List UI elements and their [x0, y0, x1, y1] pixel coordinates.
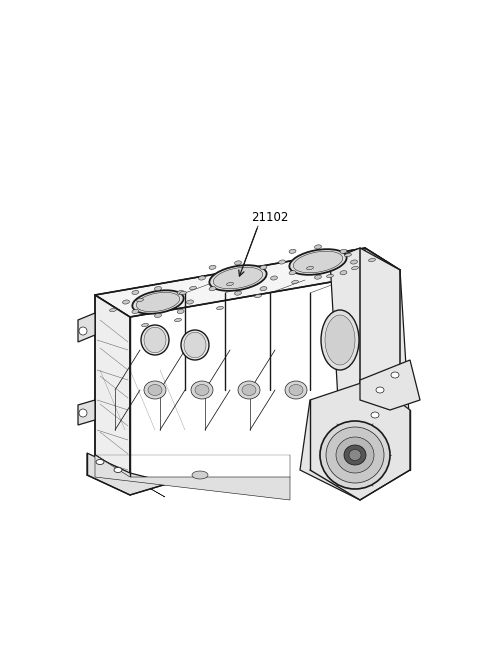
Ellipse shape	[209, 287, 216, 291]
Ellipse shape	[321, 310, 359, 370]
Ellipse shape	[181, 330, 209, 360]
Ellipse shape	[144, 381, 166, 399]
Polygon shape	[95, 295, 130, 477]
Ellipse shape	[235, 291, 241, 295]
Ellipse shape	[325, 315, 355, 365]
Ellipse shape	[340, 271, 347, 275]
Ellipse shape	[307, 266, 313, 270]
Ellipse shape	[148, 384, 162, 396]
Ellipse shape	[285, 381, 307, 399]
Ellipse shape	[175, 318, 181, 321]
Polygon shape	[330, 248, 410, 455]
Ellipse shape	[199, 276, 205, 280]
Ellipse shape	[216, 306, 224, 310]
Ellipse shape	[314, 275, 322, 279]
Ellipse shape	[142, 323, 148, 327]
Polygon shape	[360, 360, 420, 410]
Ellipse shape	[242, 384, 256, 396]
Ellipse shape	[96, 459, 104, 464]
Ellipse shape	[289, 249, 296, 253]
Ellipse shape	[190, 287, 196, 289]
Ellipse shape	[326, 427, 384, 483]
Ellipse shape	[314, 245, 322, 249]
Ellipse shape	[391, 372, 399, 378]
Ellipse shape	[278, 260, 286, 264]
Ellipse shape	[122, 300, 130, 304]
Polygon shape	[78, 400, 95, 425]
Polygon shape	[95, 455, 290, 500]
Ellipse shape	[260, 265, 267, 270]
Ellipse shape	[349, 449, 361, 461]
Ellipse shape	[191, 381, 213, 399]
Polygon shape	[365, 248, 400, 415]
Ellipse shape	[136, 293, 180, 312]
Ellipse shape	[350, 260, 358, 264]
Ellipse shape	[289, 384, 303, 396]
Ellipse shape	[369, 258, 375, 262]
Ellipse shape	[254, 295, 262, 298]
Ellipse shape	[187, 300, 193, 304]
Ellipse shape	[155, 287, 161, 291]
Ellipse shape	[109, 308, 117, 312]
Ellipse shape	[155, 314, 161, 318]
Ellipse shape	[180, 291, 186, 295]
Ellipse shape	[351, 266, 359, 270]
Ellipse shape	[291, 280, 299, 283]
Ellipse shape	[289, 249, 347, 275]
Ellipse shape	[320, 421, 390, 489]
Polygon shape	[95, 248, 400, 317]
Polygon shape	[78, 313, 95, 342]
Ellipse shape	[192, 471, 208, 479]
Ellipse shape	[371, 412, 379, 418]
Ellipse shape	[340, 249, 347, 253]
Ellipse shape	[376, 387, 384, 393]
Ellipse shape	[271, 276, 277, 280]
Ellipse shape	[336, 437, 374, 473]
Ellipse shape	[213, 267, 263, 289]
Ellipse shape	[195, 384, 209, 396]
Polygon shape	[95, 455, 165, 497]
Ellipse shape	[132, 290, 184, 314]
Ellipse shape	[79, 409, 87, 417]
Ellipse shape	[132, 310, 139, 314]
Ellipse shape	[344, 445, 366, 465]
Ellipse shape	[209, 265, 216, 270]
Ellipse shape	[79, 327, 87, 335]
Ellipse shape	[293, 251, 343, 273]
Ellipse shape	[209, 265, 266, 291]
Polygon shape	[87, 453, 170, 495]
Ellipse shape	[326, 274, 334, 277]
Ellipse shape	[144, 327, 166, 353]
Ellipse shape	[114, 468, 122, 472]
Ellipse shape	[132, 291, 139, 295]
Ellipse shape	[141, 325, 169, 355]
Ellipse shape	[136, 298, 144, 302]
Ellipse shape	[260, 287, 267, 291]
Polygon shape	[300, 380, 410, 500]
Ellipse shape	[289, 271, 296, 275]
Ellipse shape	[238, 381, 260, 399]
Text: 21102: 21102	[252, 211, 288, 224]
Ellipse shape	[177, 310, 184, 314]
Ellipse shape	[184, 332, 206, 358]
Ellipse shape	[177, 291, 184, 295]
Ellipse shape	[235, 261, 241, 265]
Ellipse shape	[227, 282, 233, 285]
Ellipse shape	[345, 253, 351, 256]
